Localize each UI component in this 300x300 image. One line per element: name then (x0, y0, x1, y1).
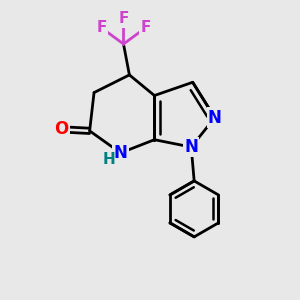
Text: N: N (184, 138, 198, 156)
Text: F: F (140, 20, 151, 35)
Text: H: H (103, 152, 116, 167)
Text: N: N (114, 144, 128, 162)
Text: F: F (96, 20, 106, 35)
Text: F: F (118, 11, 129, 26)
Text: O: O (55, 120, 69, 138)
Text: N: N (208, 109, 222, 127)
